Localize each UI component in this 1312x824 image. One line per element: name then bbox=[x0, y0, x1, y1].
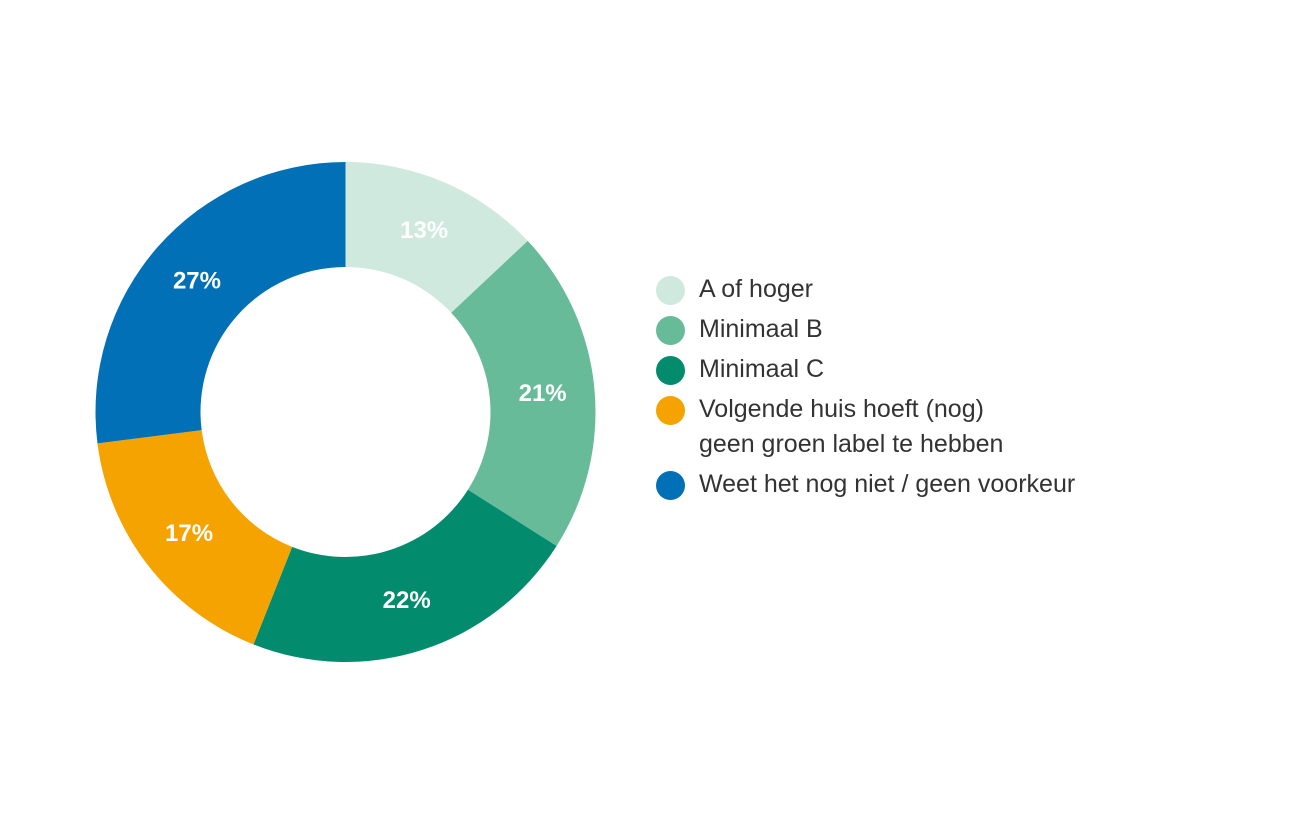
legend-swatch bbox=[656, 276, 685, 305]
legend-swatch bbox=[656, 471, 685, 500]
legend-swatch bbox=[656, 316, 685, 345]
legend-item: A of hoger bbox=[655, 272, 1075, 307]
legend-label: Weet het nog niet / geen voorkeur bbox=[699, 470, 1076, 498]
donut-slice bbox=[451, 240, 596, 546]
legend-label: A of hoger bbox=[699, 275, 813, 303]
legend-item: Minimaal B bbox=[655, 312, 1075, 347]
legend-label: Minimaal C bbox=[699, 355, 825, 383]
legend-item: Minimaal C bbox=[655, 352, 1075, 387]
legend-label: Minimaal B bbox=[699, 315, 823, 343]
legend-swatch bbox=[656, 396, 685, 425]
legend-item: Volgende huis hoeft (nog) geen groen lab… bbox=[655, 392, 1075, 462]
legend-swatch bbox=[656, 356, 685, 385]
slice-value-label: 22% bbox=[383, 587, 431, 614]
slice-value-label: 17% bbox=[165, 520, 213, 547]
donut-slices bbox=[95, 162, 596, 662]
donut-slice bbox=[345, 162, 528, 313]
donut-slice bbox=[95, 162, 346, 444]
donut-slice bbox=[97, 430, 293, 645]
donut-chart: 13% 21% 22% 17% 27% bbox=[95, 162, 596, 662]
slice-value-label: 27% bbox=[173, 268, 221, 295]
legend-label: Volgende huis hoeft (nog) geen groen lab… bbox=[699, 395, 1004, 458]
donut-slice bbox=[253, 489, 557, 662]
slice-labels: 13% 21% 22% 17% 27% bbox=[165, 217, 567, 614]
chart-legend: A of hoger Minimaal B Minimaal C Volgende h… bbox=[655, 272, 1075, 507]
slice-value-label: 21% bbox=[519, 380, 567, 407]
legend-item: Weet het nog niet / geen voorkeur bbox=[655, 467, 1075, 502]
slice-value-label: 13% bbox=[400, 217, 448, 244]
